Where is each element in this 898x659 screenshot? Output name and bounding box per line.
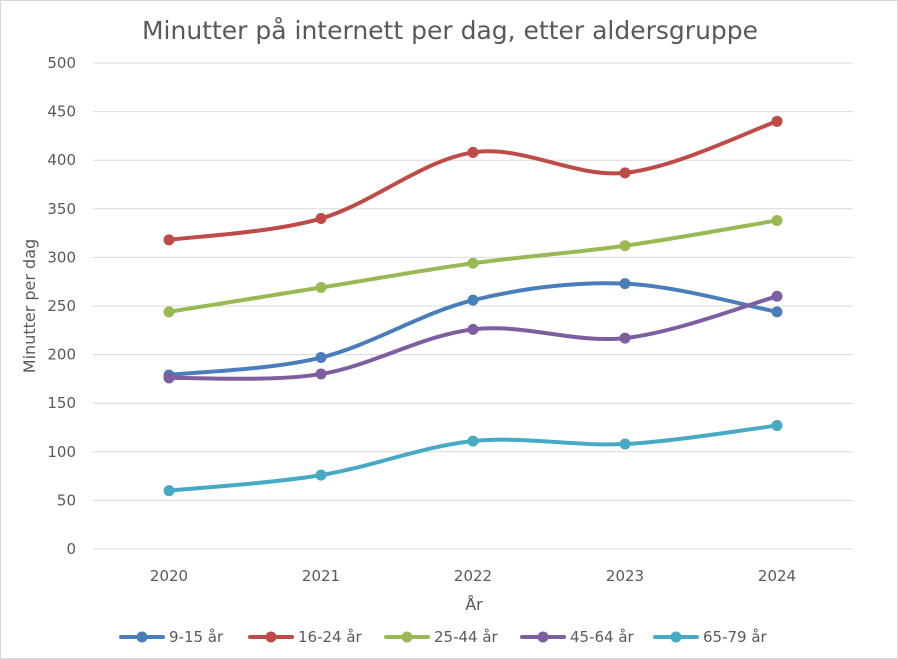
legend-item: 9-15 år <box>119 628 224 646</box>
y-tick-label: 250 <box>47 297 76 315</box>
data-point <box>163 234 175 246</box>
data-point <box>467 146 479 158</box>
x-tick-label: 2023 <box>606 567 644 585</box>
legend-item: 16-24 år <box>248 628 363 646</box>
legend-swatch-marker <box>265 631 277 643</box>
data-point <box>619 332 631 344</box>
legend-swatch-marker <box>136 631 148 643</box>
data-point <box>163 485 175 497</box>
data-point <box>467 257 479 269</box>
data-point <box>619 240 631 252</box>
series-line <box>167 119 779 242</box>
data-point <box>467 435 479 447</box>
data-point <box>315 282 327 294</box>
y-tick-label: 350 <box>47 200 76 218</box>
y-tick-label: 500 <box>47 54 76 72</box>
legend-label: 16-24 år <box>298 628 363 646</box>
x-axis-ticks: 2020 2021 2022 2023 2024 <box>150 567 796 585</box>
data-point <box>315 368 327 380</box>
data-point <box>467 294 479 306</box>
data-point <box>771 420 783 432</box>
legend-swatch-marker <box>670 631 682 643</box>
legend-item: 25-44 år <box>384 628 499 646</box>
data-point <box>619 438 631 450</box>
data-point <box>163 306 175 318</box>
x-tick-label: 2020 <box>150 567 188 585</box>
y-tick-label: 0 <box>66 540 76 558</box>
data-point <box>771 214 783 226</box>
data-point <box>315 469 327 481</box>
x-tick-label: 2024 <box>758 567 796 585</box>
data-point <box>467 323 479 335</box>
data-point <box>771 290 783 302</box>
data-point <box>771 306 783 318</box>
y-axis-ticks: 0 50 100 150 200 250 300 350 400 450 500 <box>47 54 76 558</box>
chart-title: Minutter på internett per dag, etter ald… <box>142 16 758 45</box>
y-tick-label: 100 <box>47 443 76 461</box>
data-point <box>315 352 327 364</box>
legend-item: 45-64 år <box>520 628 635 646</box>
legend-label: 45-64 år <box>570 628 635 646</box>
legend: 9-15 år 16-24 år 25-44 år 45-64 år 65-79 år <box>119 628 768 646</box>
data-point <box>619 167 631 179</box>
gridlines <box>93 62 853 550</box>
legend-item: 65-79 år <box>653 628 768 646</box>
y-tick-label: 300 <box>47 248 76 266</box>
series-2 <box>163 115 783 246</box>
series-5 <box>163 420 783 497</box>
series-area <box>163 115 783 497</box>
x-axis-label: År <box>465 595 483 614</box>
y-tick-label: 150 <box>47 394 76 412</box>
x-tick-label: 2021 <box>302 567 340 585</box>
y-tick-label: 400 <box>47 151 76 169</box>
data-point <box>771 115 783 127</box>
series-line <box>167 423 779 493</box>
data-point <box>315 213 327 225</box>
legend-label: 25-44 år <box>434 628 499 646</box>
y-tick-label: 200 <box>47 346 76 364</box>
data-point <box>619 278 631 290</box>
x-tick-label: 2022 <box>454 567 492 585</box>
data-point <box>163 372 175 384</box>
series-3 <box>163 214 783 318</box>
series-4 <box>163 290 783 384</box>
legend-label: 65-79 år <box>703 628 768 646</box>
legend-label: 9-15 år <box>169 628 224 646</box>
y-axis-label: Minutter per dag <box>20 239 39 373</box>
legend-swatch-marker <box>537 631 549 643</box>
y-tick-label: 50 <box>57 491 76 509</box>
y-tick-label: 450 <box>47 103 76 121</box>
legend-swatch-marker <box>401 631 413 643</box>
